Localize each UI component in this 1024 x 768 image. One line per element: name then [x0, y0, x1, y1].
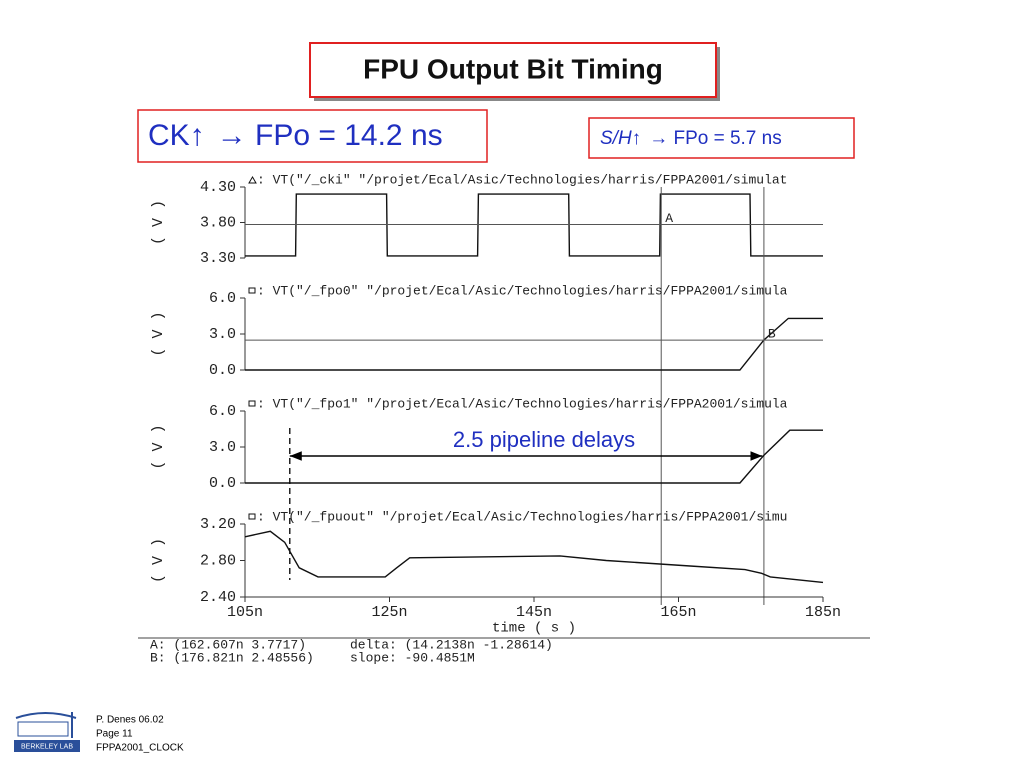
legend-label: : VT("/_fpuout" "/projet/Ecal/Asic/Techn…: [257, 509, 788, 524]
sh-text: → FPo = 5.7 ns: [649, 128, 782, 149]
y-tick-label: 0.0: [209, 362, 236, 379]
x-tick-label: 165n: [660, 604, 696, 621]
y-tick-label: 3.0: [209, 439, 236, 456]
ck-label: CK↑: [148, 119, 205, 152]
footer-file: FPPA2001_CLOCK: [96, 743, 184, 754]
logo: BERKELEY LAB: [14, 712, 80, 752]
y-tick-label: 3.30: [200, 250, 236, 267]
legend-label: : VT("/_cki" "/projet/Ecal/Asic/Technolo…: [257, 172, 788, 187]
x-tick-label: 125n: [371, 604, 407, 621]
y-axis-label: ( V ): [150, 200, 167, 245]
delay-label: 2.5 pipeline delays: [453, 427, 635, 452]
y-tick-label: 0.0: [209, 475, 236, 492]
ck-box: [137, 109, 488, 163]
x-tick-label: 185n: [805, 604, 841, 621]
y-tick-label: 3.0: [209, 326, 236, 343]
ck-note: CK↑ → FPo = 14.2 ns: [148, 119, 443, 152]
slide-title: FPU Output Bit Timing: [363, 53, 663, 84]
y-tick-label: 2.80: [200, 552, 236, 569]
sh-box: [588, 117, 855, 159]
legend-symbol: [248, 513, 256, 520]
legend-symbol: [248, 176, 257, 184]
trace: [245, 193, 823, 257]
y-tick-label: 6.0: [209, 403, 236, 420]
trace: [245, 429, 823, 484]
y-tick-label: 6.0: [209, 290, 236, 307]
readout-a: A: (162.607n 3.7717): [150, 637, 306, 652]
x-tick-label: 145n: [516, 604, 552, 621]
y-tick-label: 4.30: [200, 179, 236, 196]
y-tick-label: 2.40: [200, 589, 236, 606]
cursor-label: B: [768, 327, 776, 342]
sh-label: S/H↑: [600, 128, 641, 149]
legend-symbol: [248, 287, 256, 294]
x-tick-label: 105n: [227, 604, 263, 621]
readout-slope: slope: -90.4851M: [350, 650, 475, 665]
footer-page: Page 11: [96, 729, 133, 740]
sh-note: S/H↑ → FPo = 5.7 ns: [600, 128, 782, 149]
footer-author: P. Denes 06.02: [96, 715, 164, 726]
title-box: [309, 42, 717, 98]
legend-label: : VT("/_fpo0" "/projet/Ecal/Asic/Technol…: [257, 283, 788, 298]
legend-symbol: [248, 400, 256, 407]
legend-label: : VT("/_fpo1" "/projet/Ecal/Asic/Technol…: [257, 396, 788, 411]
y-axis-label: ( V ): [150, 311, 167, 356]
readout-delta: delta: (14.2138n -1.28614): [350, 637, 553, 652]
trace: [244, 530, 824, 584]
cursor-label: A: [665, 211, 673, 226]
y-tick-label: 3.20: [200, 516, 236, 533]
y-axis-label: ( V ): [150, 424, 167, 469]
x-axis-label: time ( s ): [492, 621, 576, 637]
y-axis-label: ( V ): [150, 538, 167, 583]
y-tick-label: 3.80: [200, 214, 236, 231]
readout-b: B: (176.821n 2.48556): [150, 650, 314, 665]
ck-text: → FPo = 14.2 ns: [217, 119, 443, 152]
logo-text: BERKELEY LAB: [21, 743, 73, 750]
